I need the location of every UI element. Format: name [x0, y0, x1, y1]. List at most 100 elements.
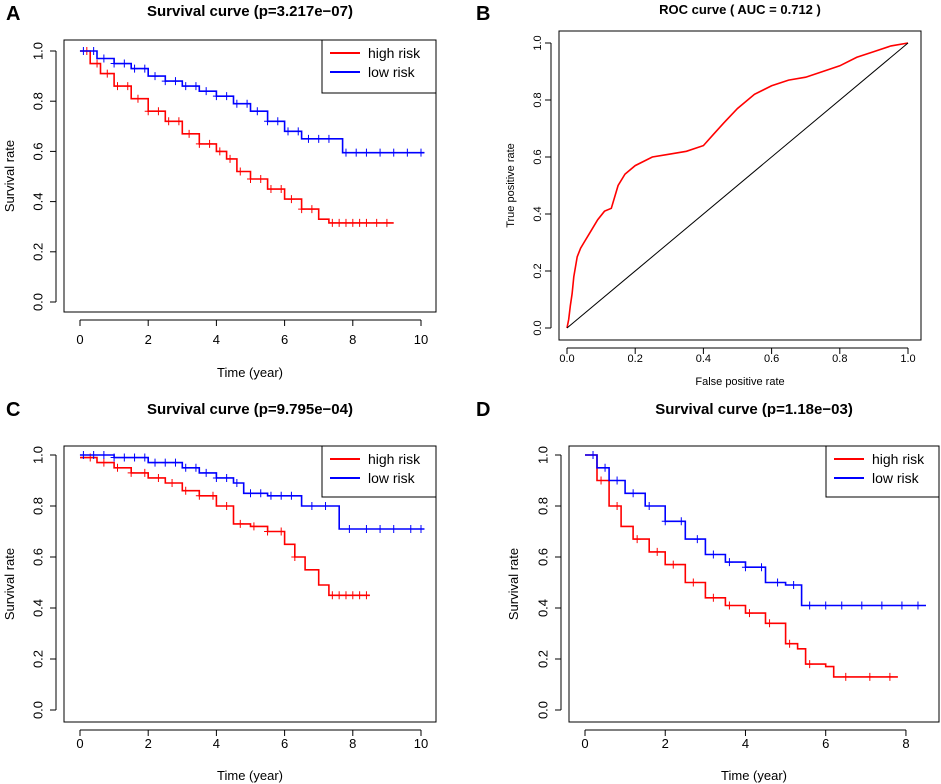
censor-mark: [325, 134, 333, 143]
x-tick-label: 0.6: [764, 353, 779, 365]
y-tick-label: 0.2: [31, 243, 46, 261]
censor-mark: [192, 463, 200, 472]
legend-label: low risk: [872, 470, 920, 486]
censor-mark: [182, 486, 190, 495]
censor-mark: [822, 601, 830, 610]
censor-mark: [629, 489, 637, 498]
censor-mark: [141, 453, 149, 462]
censor-mark: [806, 601, 814, 610]
censor-mark: [277, 527, 285, 536]
censor-mark: [790, 581, 798, 590]
censor-mark: [383, 218, 391, 227]
legend-box: [321, 445, 437, 498]
plot-frame: [558, 30, 922, 341]
censor-mark: [182, 82, 190, 91]
censor-mark: [898, 601, 906, 610]
y-tick-label: 0.6: [31, 548, 46, 566]
censor-mark: [417, 524, 425, 533]
censor-mark: [100, 54, 108, 63]
censor-mark: [601, 463, 609, 472]
censor-mark: [168, 479, 176, 488]
panel-c: C Survival curve (p=9.795e−04) 0 2 4 6 8 10 0.0 0…: [2, 399, 437, 783]
x-tick-label: 1.0: [900, 353, 915, 365]
censor-mark: [192, 82, 200, 91]
censor-mark: [362, 218, 370, 227]
censor-mark: [356, 591, 364, 600]
x-tick-label: 10: [414, 332, 428, 347]
x-tick-label: 10: [414, 736, 428, 751]
plot-frame: [568, 445, 940, 723]
y-tick-label: 0.6: [536, 548, 551, 566]
censor-mark: [277, 185, 285, 194]
censor-mark: [264, 527, 272, 536]
y-tick-label: 1.0: [31, 42, 46, 60]
censor-mark: [633, 535, 641, 544]
panel-letter: D: [476, 399, 490, 421]
x-tick-label: 4: [742, 736, 749, 751]
censor-mark: [403, 148, 411, 157]
censor-mark: [120, 59, 128, 68]
censor-mark: [766, 619, 774, 628]
censor-mark: [407, 524, 415, 533]
legend-box: [825, 445, 940, 498]
censor-mark: [345, 524, 353, 533]
censor-mark: [287, 491, 295, 500]
censor-mark: [689, 578, 697, 587]
y-tick-label: 0.0: [31, 293, 46, 311]
censor-mark: [362, 148, 370, 157]
censor-mark: [349, 591, 357, 600]
censor-mark: [165, 117, 173, 126]
plot-frame: [63, 445, 437, 723]
censor-mark: [103, 69, 111, 78]
y-axis-label: Survival rate: [2, 548, 17, 620]
panel-b: B ROC curve ( AUC = 0.712 ) 0.0 0.2 0.4 0.6 0.…: [476, 2, 922, 388]
censor-mark: [291, 553, 299, 561]
censor-mark: [335, 218, 343, 227]
y-tick-label: 0.2: [31, 650, 46, 668]
censor-mark: [233, 479, 241, 488]
censor-mark: [202, 87, 210, 96]
censor-mark: [294, 127, 302, 136]
y-tick-label: 0.0: [532, 320, 544, 335]
x-tick-label: 8: [349, 736, 356, 751]
censor-mark: [677, 517, 685, 526]
y-tick-label: 0.6: [31, 142, 46, 160]
censor-mark: [842, 672, 850, 681]
censor-mark: [376, 148, 384, 157]
censor-mark: [110, 453, 118, 462]
censor-mark: [182, 463, 190, 472]
x-tick-label: 2: [145, 332, 152, 347]
x-tick-label: 8: [902, 736, 909, 751]
censor-mark: [212, 92, 220, 101]
x-tick-label: 0.8: [832, 353, 847, 365]
censor-mark: [257, 175, 265, 184]
x-tick-label: 0.0: [559, 353, 574, 365]
censor-mark: [741, 563, 749, 572]
censor-mark: [267, 185, 275, 194]
series-low-risk: [80, 454, 425, 530]
censor-mark: [175, 117, 183, 126]
x-tick-label: 0: [581, 736, 588, 751]
censor-mark: [597, 476, 605, 485]
censor-mark: [114, 463, 122, 472]
y-tick-label: 0.2: [536, 650, 551, 668]
censor-mark: [914, 601, 922, 610]
censor-mark: [141, 64, 149, 73]
censor-mark: [328, 591, 336, 600]
x-tick-label: 4: [213, 736, 220, 751]
censor-mark: [247, 175, 254, 184]
censor-mark: [79, 451, 87, 459]
censor-mark: [709, 593, 717, 602]
censor-mark: [202, 468, 210, 477]
censor-mark: [349, 218, 357, 227]
censor-mark: [315, 134, 323, 143]
x-tick-label: 0.4: [696, 353, 711, 365]
censor-mark: [661, 517, 669, 526]
censor-mark: [886, 672, 894, 681]
x-tick-label: 6: [281, 736, 288, 751]
y-tick-label: 0.8: [532, 92, 544, 107]
y-axis-label: Survival rate: [506, 548, 521, 620]
x-tick-label: 2: [145, 736, 152, 751]
x-axis-label: Time (year): [217, 768, 283, 783]
